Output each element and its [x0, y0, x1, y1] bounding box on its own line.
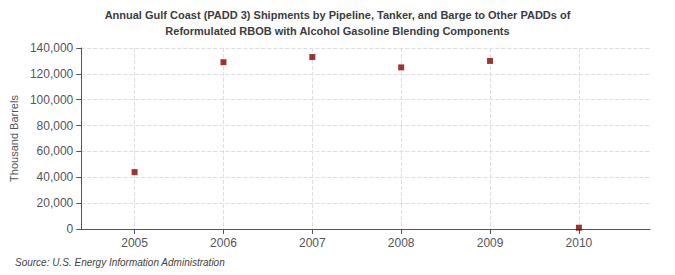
svg-text:2007: 2007: [299, 236, 326, 250]
svg-text:140,000: 140,000: [30, 41, 74, 55]
svg-text:100,000: 100,000: [30, 93, 74, 107]
svg-text:2008: 2008: [388, 236, 415, 250]
svg-text:2005: 2005: [121, 236, 148, 250]
svg-text:Annual Gulf Coast (PADD 3) Shi: Annual Gulf Coast (PADD 3) Shipments by …: [105, 9, 571, 21]
svg-text:2009: 2009: [477, 236, 504, 250]
svg-text:80,000: 80,000: [37, 119, 74, 133]
svg-text:40,000: 40,000: [37, 170, 74, 184]
svg-text:Thousand Barrels: Thousand Barrels: [8, 95, 20, 182]
svg-text:Source: U.S. Energy Informatio: Source: U.S. Energy Information Administ…: [15, 257, 225, 268]
svg-text:60,000: 60,000: [37, 144, 74, 158]
svg-text:120,000: 120,000: [30, 67, 74, 81]
svg-text:2010: 2010: [566, 236, 593, 250]
svg-text:Reformulated RBOB with Alcohol: Reformulated RBOB with Alcohol Gasoline …: [165, 25, 509, 37]
svg-text:2006: 2006: [210, 236, 237, 250]
svg-text:20,000: 20,000: [37, 196, 74, 210]
svg-text:0: 0: [67, 222, 74, 236]
